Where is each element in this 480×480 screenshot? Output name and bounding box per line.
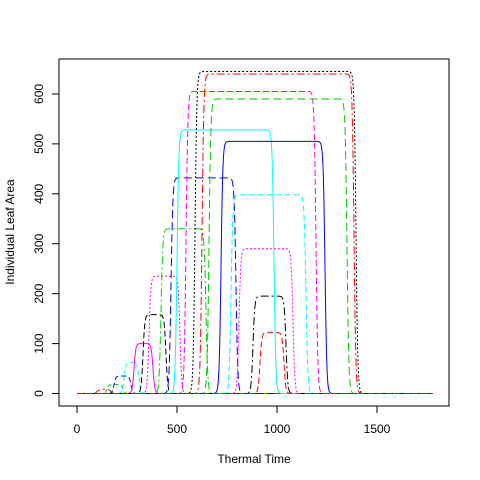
y-tick-label: 200 xyxy=(32,283,46,303)
x-axis: 0 500 1000 1500 xyxy=(74,405,391,436)
series-line-17 xyxy=(77,248,433,395)
y-tick-label: 300 xyxy=(32,233,46,253)
y-tick-label: 600 xyxy=(32,84,46,104)
series-layer xyxy=(77,70,433,395)
y-tick-label: 400 xyxy=(32,183,46,203)
y-tick-label: 500 xyxy=(32,134,46,154)
y-tick-label: 100 xyxy=(32,333,46,353)
x-tick-label: 1500 xyxy=(364,422,391,436)
x-tick-label: 0 xyxy=(74,422,81,436)
x-tick-label: 500 xyxy=(167,422,187,436)
x-axis-label: Thermal Time xyxy=(217,452,291,466)
series-line-19 xyxy=(77,332,433,395)
series-line-12 xyxy=(77,70,433,395)
series-line-14 xyxy=(77,98,433,395)
y-tick-label: 0 xyxy=(32,390,46,397)
y-axis: 0 100 200 300 400 500 600 xyxy=(32,84,60,397)
series-line-9 xyxy=(77,177,433,395)
y-axis-label: Individual Leaf Area xyxy=(3,179,17,285)
x-tick-label: 1000 xyxy=(264,422,291,436)
